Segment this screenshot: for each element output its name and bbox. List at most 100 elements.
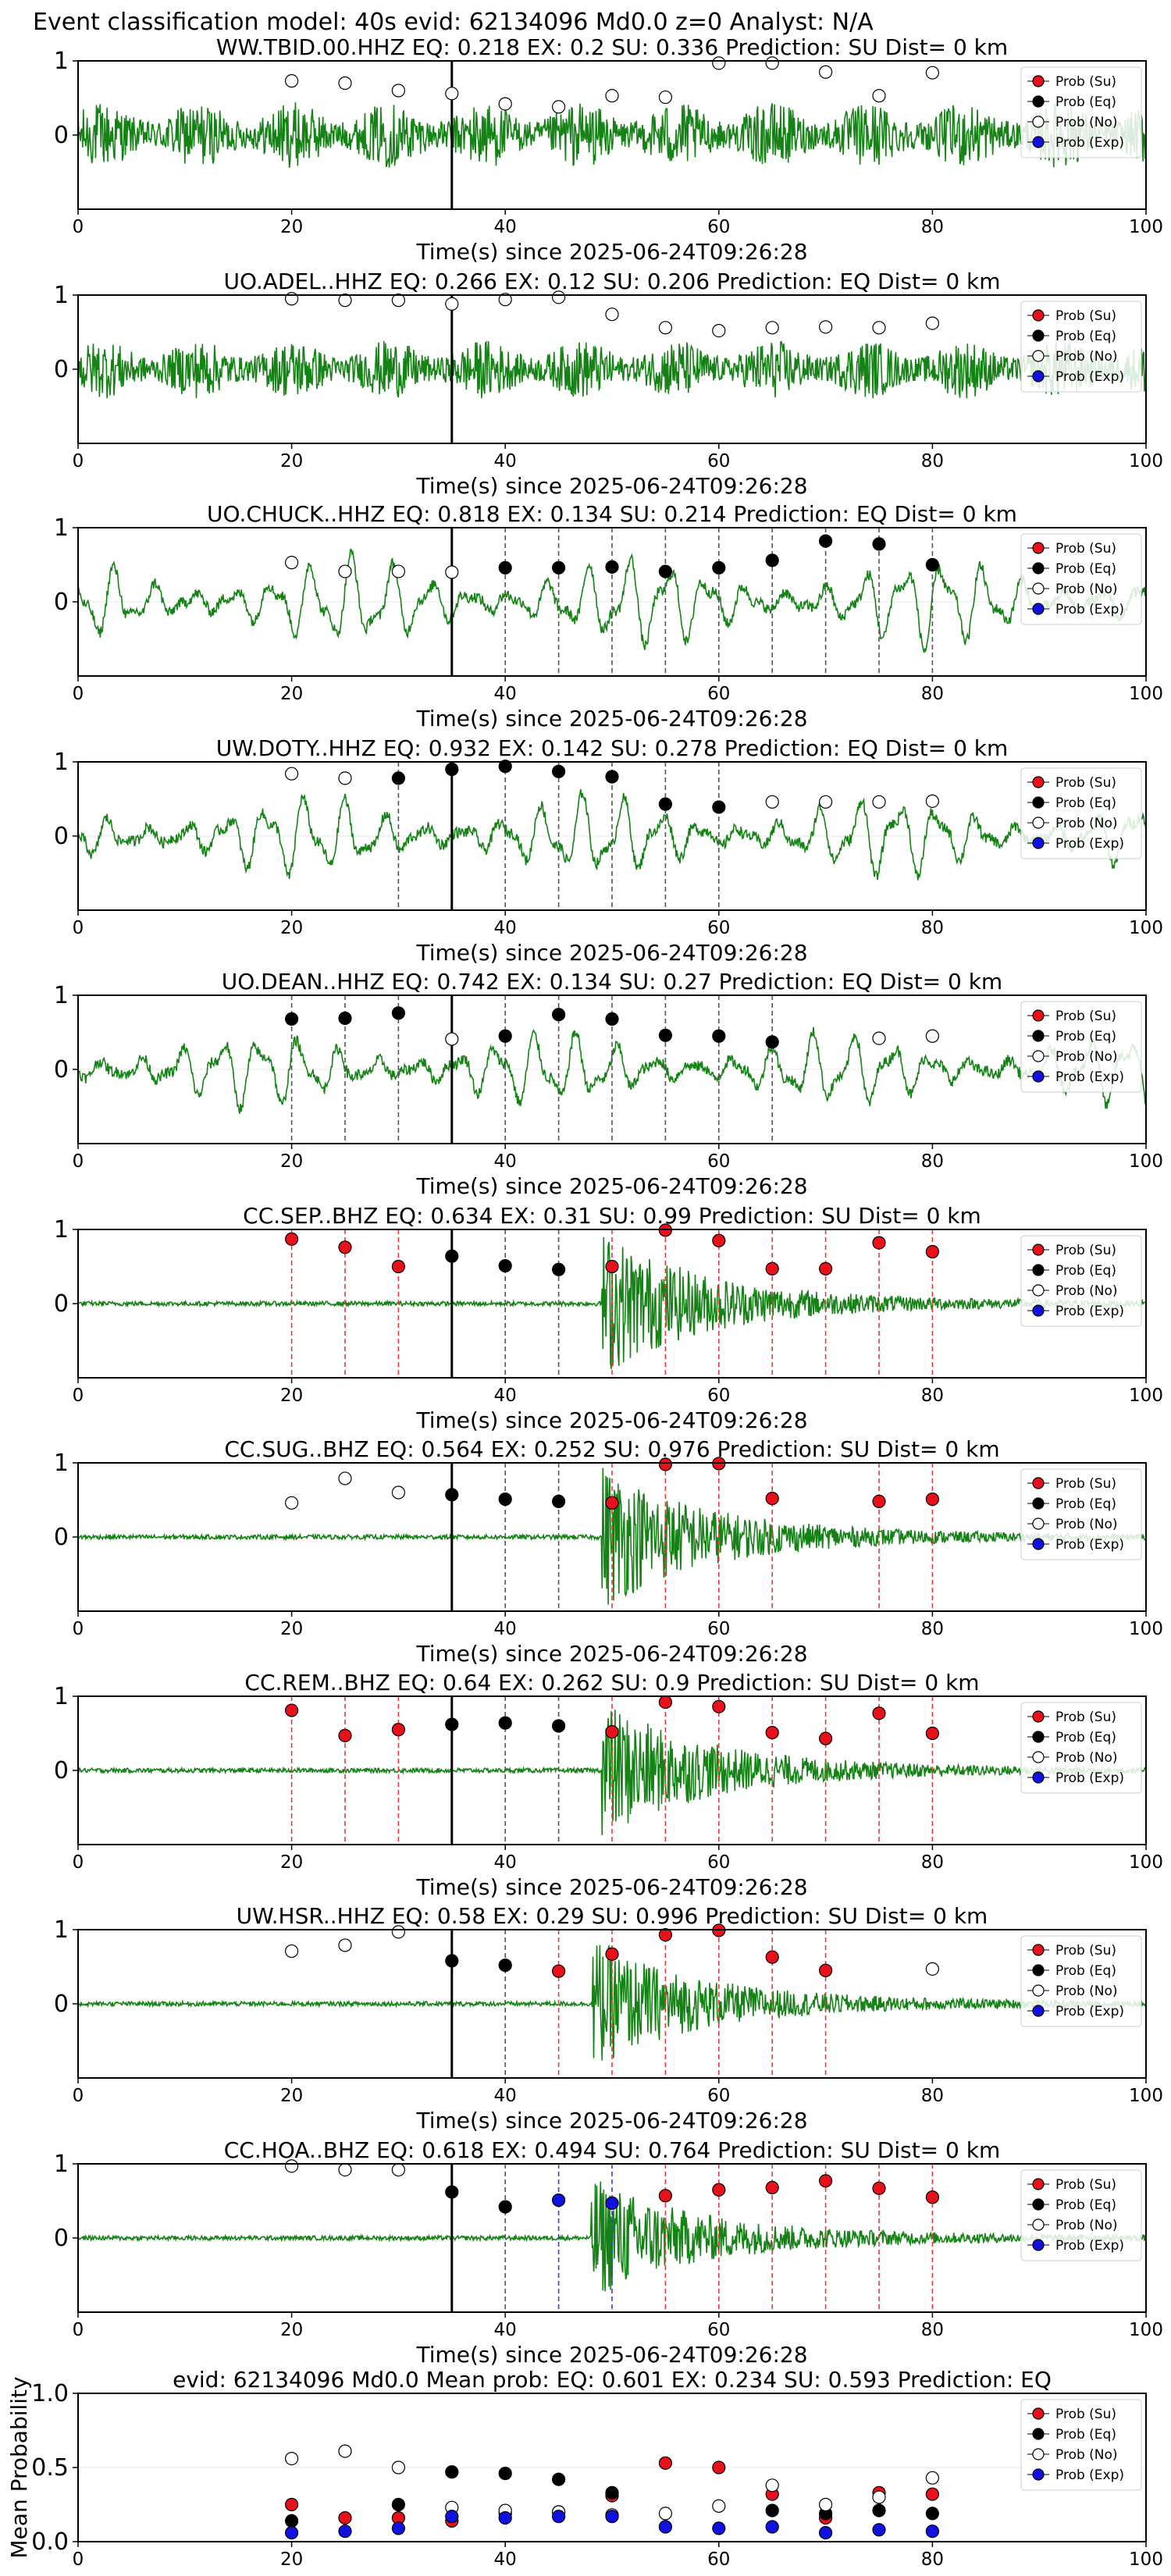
prob-point-su [765,1725,779,1740]
prob-point-su [925,2190,940,2204]
legend-marker-su [1032,542,1045,554]
prob-point-no [391,2163,405,2177]
prob-point-eq [712,800,726,814]
suptitle: Event classification model: 40s evid: 62… [33,9,874,36]
legend-marker-no [1032,1050,1045,1062]
prob-point-eq [551,1008,566,1022]
legend-marker-exp [1032,1070,1045,1083]
x-tick-label: 100 [1129,1619,1163,1639]
x-tick-label: 0 [73,1151,84,1172]
legend-marker-exp [1032,136,1045,148]
prob-point-exp [551,2193,566,2208]
mean-point-eq [765,2503,779,2517]
x-tick-label: 20 [280,217,303,237]
prob-point-su [391,1723,405,1737]
x-tick-label: 60 [707,1151,730,1172]
legend-label: Prob (No) [1055,2218,1118,2233]
x-tick-label: 0 [73,217,84,237]
prob-point-su [338,1728,352,1742]
legend-label: Prob (Exp) [1055,2467,1124,2483]
y-tick-label: 0 [54,356,69,383]
prob-point-eq [605,560,619,574]
y-tick-label: 1 [54,1683,69,1710]
prob-point-no [872,795,886,809]
legend-marker-eq [1032,562,1045,575]
mean-point-no [338,2444,352,2458]
prob-point-eq [445,1488,459,1502]
mean-point-exp [712,2521,726,2535]
prob-point-no [445,87,459,101]
x-axis-label: Time(s) since 2025-06-24T09:26:28 [415,1874,807,1900]
legend-label: Prob (Eq) [1055,329,1116,344]
y-tick-label: 1 [54,1916,69,1944]
legend-marker-eq [1032,1264,1045,1276]
legend-marker-exp [1032,603,1045,615]
prob-point-no [445,565,459,579]
prob-point-no [551,290,566,304]
legend-marker-no [1032,582,1045,595]
prob-point-eq [498,1492,512,1507]
prob-point-no [925,66,940,80]
panel-title: UW.DOTY..HHZ EQ: 0.932 EX: 0.142 SU: 0.2… [216,735,1009,761]
mean-point-no [285,2452,299,2466]
legend-marker-eq [1032,1964,1045,1976]
panel-title: CC.HOA..BHZ EQ: 0.618 EX: 0.494 SU: 0.76… [224,2137,1001,2163]
panel-title: UO.DEAN..HHZ EQ: 0.742 EX: 0.134 SU: 0.2… [222,969,1002,994]
prob-point-eq [712,1029,726,1043]
legend-marker-eq [1032,1030,1045,1042]
prob-point-no [391,84,405,98]
prob-point-su [338,1240,352,1254]
y-tick-label: 1 [54,48,69,75]
prob-point-eq [551,560,566,575]
prob-point-eq [551,1719,566,1733]
y-tick-label: 0 [54,589,69,616]
prob-point-eq [765,553,779,568]
prob-point-no [498,293,512,307]
legend-marker-no [1032,2448,1045,2460]
prob-point-no [818,320,833,334]
prob-point-eq [498,1258,512,1273]
panel-UW.DOTY..HHZ: UW.DOTY..HHZ EQ: 0.932 EX: 0.142 SU: 0.2… [54,735,1163,966]
panel-UO.CHUCK..HHZ: UO.CHUCK..HHZ EQ: 0.818 EX: 0.134 SU: 0.… [54,501,1163,731]
x-tick-label: 0 [73,1386,84,1406]
legend-marker-no [1032,1517,1045,1530]
legend-label: Prob (Su) [1055,1710,1116,1725]
mean-point-eq [498,2467,512,2481]
y-tick-label: 0 [54,1524,69,1551]
prob-point-eq [498,760,512,774]
legend-label: Prob (Exp) [1055,1304,1124,1319]
x-tick-label: 0 [73,2320,84,2340]
y-tick-label: 0 [54,122,69,149]
legend-marker-su [1032,309,1045,322]
prob-point-no [445,1032,459,1046]
legend-label: Prob (Su) [1055,1476,1116,1492]
x-tick-label: 40 [494,451,517,471]
panel-mean: evid: 62134096 Md0.0 Mean prob: EQ: 0.60… [6,2367,1163,2570]
x-tick-label: 0 [73,451,84,471]
waveform-trace [77,548,1147,653]
x-tick-label: 20 [280,1386,303,1406]
prob-point-su [872,1236,886,1250]
legend-label: Prob (Su) [1055,1943,1116,1959]
x-axis-label: Time(s) since 2025-06-24T09:26:28 [415,1407,807,1433]
prob-point-no [285,1944,299,1959]
legend-label: Prob (No) [1055,1750,1118,1766]
x-tick-label: 60 [707,217,730,237]
x-tick-label: 20 [280,1852,303,1873]
prob-point-no [285,556,299,570]
legend-marker-no [1032,2218,1045,2231]
x-tick-label: 60 [707,1619,730,1639]
prob-point-no [765,795,779,809]
legend-label: Prob (Su) [1055,2407,1116,2422]
x-axis-label: Time(s) since 2025-06-24T09:26:28 [415,940,807,966]
legend-marker-su [1032,2178,1045,2190]
legend-label: Prob (Su) [1055,1243,1116,1258]
prob-point-no [658,321,673,335]
y-tick-label: 0 [54,1991,69,2018]
legend-label: Prob (Eq) [1055,1029,1116,1044]
mean-point-exp [818,2526,833,2540]
prob-point-no [338,294,352,308]
x-tick-label: 100 [1129,2086,1163,2106]
prob-point-su [872,1494,886,1509]
prob-point-eq [925,557,940,572]
